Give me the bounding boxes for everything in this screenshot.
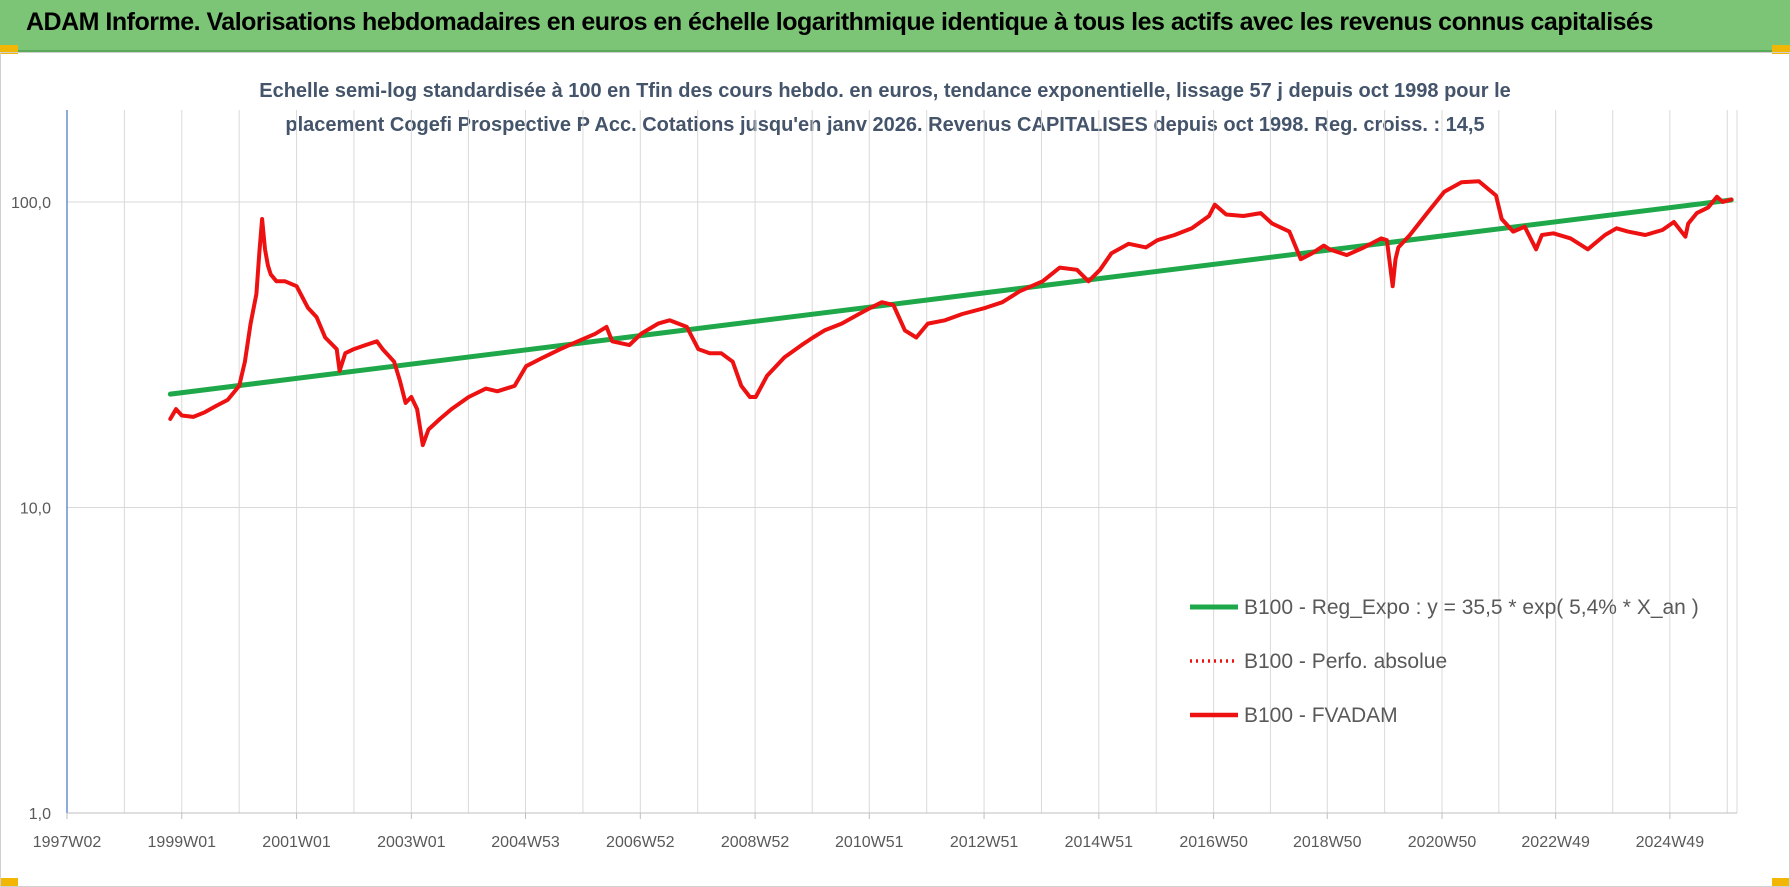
y-tick-label: 1,0 [29, 806, 51, 823]
x-tick-label: 2008W52 [721, 834, 790, 851]
page-title: ADAM Informe. Valorisations hebdomadaire… [26, 8, 1653, 36]
corner-accent-bottom-right [1772, 878, 1790, 887]
x-tick-label: 1997W02 [33, 834, 102, 851]
x-tick-label: 2020W50 [1408, 834, 1477, 851]
x-tick-label: 2010W51 [835, 834, 904, 851]
legend-item-fvadam-label: B100 - FVADAM [1244, 704, 1398, 727]
x-tick-label: 2018W50 [1293, 834, 1362, 851]
x-tick-label: 2003W01 [377, 834, 446, 851]
chart-legend: B100 - Reg_Expo : y = 35,5 * exp( 5,4% *… [1190, 596, 1699, 727]
x-tick-label: 2001W01 [262, 834, 331, 851]
series-lines [167, 179, 1734, 448]
corner-accent-top-right [1772, 45, 1790, 54]
x-tick-label: 2014W51 [1065, 834, 1134, 851]
x-tick-label: 2012W51 [950, 834, 1019, 851]
chart-title-line-2: placement Cogefi Prospective P Acc. Cota… [285, 114, 1485, 136]
vertical-gridlines [66, 110, 1738, 813]
x-tick-label: 2016W50 [1179, 834, 1248, 851]
x-tick-label: 2006W52 [606, 834, 675, 851]
y-tick-label: 100,0 [11, 195, 51, 212]
y-tick-label: 10,0 [20, 501, 51, 518]
page-banner: ADAM Informe. Valorisations hebdomadaire… [0, 0, 1790, 52]
chart-title-line-1: Echelle semi-log standardisée à 100 en T… [259, 80, 1511, 102]
legend-item-perfo-absolue-label: B100 - Perfo. absolue [1244, 650, 1447, 673]
axes [66, 110, 1737, 819]
x-tick-label: 2024W49 [1636, 834, 1705, 851]
legend-item-regression-label: B100 - Reg_Expo : y = 35,5 * exp( 5,4% *… [1244, 596, 1699, 619]
x-tick-label: 2022W49 [1521, 834, 1590, 851]
series-line-regression [167, 197, 1734, 397]
series-line-fvadam [168, 179, 1734, 448]
x-tick-label: 2004W53 [491, 834, 560, 851]
corner-accent-top-left [0, 45, 18, 54]
x-tick-label: 1999W01 [148, 834, 217, 851]
horizontal-gridlines [67, 201, 1737, 814]
y-axis-tick-labels: 1,0 10,0 100,0 [11, 195, 51, 823]
x-axis-tick-labels: 1997W02 1999W01 2001W01 2003W01 2004W53 2006W… [33, 834, 1704, 851]
corner-accent-bottom-left [0, 878, 18, 887]
